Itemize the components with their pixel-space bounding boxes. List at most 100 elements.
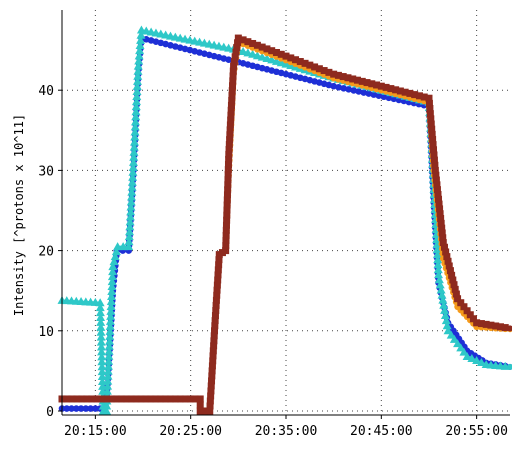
data-point bbox=[186, 395, 194, 403]
data-point bbox=[434, 190, 442, 198]
data-point bbox=[224, 171, 232, 179]
data-point bbox=[196, 395, 204, 403]
data-point bbox=[442, 321, 452, 330]
data-point bbox=[437, 219, 445, 227]
y-tick-label: 40 bbox=[38, 84, 54, 99]
data-point bbox=[429, 135, 437, 143]
series-4 bbox=[58, 34, 512, 415]
data-point bbox=[122, 395, 130, 403]
y-tick-label: 30 bbox=[38, 164, 54, 179]
data-point bbox=[434, 275, 444, 284]
data-point bbox=[229, 67, 237, 75]
data-point bbox=[420, 93, 428, 101]
data-point bbox=[105, 331, 115, 340]
data-point bbox=[181, 395, 189, 403]
data-point bbox=[129, 137, 139, 146]
data-point bbox=[482, 320, 490, 328]
data-point bbox=[472, 355, 482, 364]
data-point bbox=[344, 74, 352, 82]
data-point bbox=[445, 262, 453, 270]
data-point bbox=[129, 147, 139, 156]
data-point bbox=[443, 253, 451, 261]
data-point bbox=[330, 70, 338, 78]
data-point bbox=[225, 145, 233, 153]
data-point bbox=[227, 111, 235, 119]
data-point bbox=[147, 395, 155, 403]
y-tick-label: 20 bbox=[38, 245, 54, 260]
data-point bbox=[130, 127, 140, 136]
data-point bbox=[229, 72, 237, 80]
data-point bbox=[77, 405, 85, 412]
data-point bbox=[95, 308, 105, 317]
data-point bbox=[107, 292, 117, 301]
data-point bbox=[172, 395, 180, 403]
data-point bbox=[93, 395, 101, 403]
data-point bbox=[222, 221, 230, 229]
data-point bbox=[126, 207, 136, 216]
x-tick-label: 20:35:00 bbox=[255, 424, 318, 439]
data-point bbox=[96, 312, 106, 321]
data-point bbox=[477, 320, 485, 328]
data-point bbox=[396, 87, 404, 95]
data-point bbox=[207, 387, 215, 395]
data-point bbox=[353, 76, 361, 84]
data-point bbox=[105, 321, 115, 330]
data-point bbox=[96, 332, 106, 341]
data-point bbox=[330, 82, 337, 90]
data-point bbox=[103, 371, 113, 380]
data-point bbox=[355, 88, 363, 95]
data-point bbox=[473, 319, 481, 327]
data-point bbox=[433, 186, 441, 194]
data-point bbox=[222, 226, 230, 234]
data-point bbox=[96, 322, 106, 331]
data-point bbox=[131, 97, 141, 106]
data-point bbox=[107, 277, 117, 286]
data-point bbox=[127, 182, 137, 191]
data-point bbox=[223, 216, 231, 224]
data-point bbox=[430, 156, 438, 164]
data-point bbox=[228, 87, 236, 95]
data-point bbox=[136, 30, 146, 39]
data-point bbox=[97, 362, 107, 371]
data-point bbox=[132, 395, 140, 403]
data-point bbox=[222, 236, 230, 244]
data-point bbox=[253, 41, 261, 49]
data-point bbox=[211, 322, 219, 330]
data-point bbox=[432, 240, 442, 249]
data-point bbox=[426, 105, 434, 113]
data-point bbox=[103, 361, 113, 370]
data-point bbox=[448, 271, 456, 279]
data-point bbox=[127, 187, 137, 196]
data-point bbox=[439, 300, 449, 309]
data-point bbox=[301, 59, 309, 67]
data-point bbox=[103, 381, 113, 390]
data-point bbox=[431, 161, 439, 169]
data-point bbox=[258, 43, 266, 51]
data-point bbox=[315, 65, 323, 73]
data-point bbox=[134, 56, 144, 65]
data-point bbox=[437, 290, 447, 299]
data-point bbox=[451, 285, 459, 293]
data-point bbox=[95, 298, 105, 307]
data-point bbox=[311, 63, 319, 71]
data-point bbox=[440, 305, 450, 314]
data-point bbox=[213, 281, 221, 289]
data-point bbox=[97, 367, 107, 376]
data-point bbox=[469, 315, 477, 323]
data-point bbox=[433, 181, 441, 189]
data-point bbox=[117, 395, 125, 403]
y-tick-label: 0 bbox=[46, 405, 54, 420]
data-point bbox=[411, 91, 419, 99]
data-point bbox=[132, 92, 142, 101]
data-point bbox=[130, 132, 140, 141]
data-point bbox=[92, 405, 99, 412]
data-point bbox=[224, 160, 232, 168]
data-point bbox=[130, 117, 140, 126]
data-point bbox=[501, 324, 509, 332]
data-point bbox=[102, 395, 110, 403]
data-point bbox=[450, 281, 458, 289]
data-point bbox=[387, 85, 395, 93]
data-point bbox=[415, 92, 423, 100]
